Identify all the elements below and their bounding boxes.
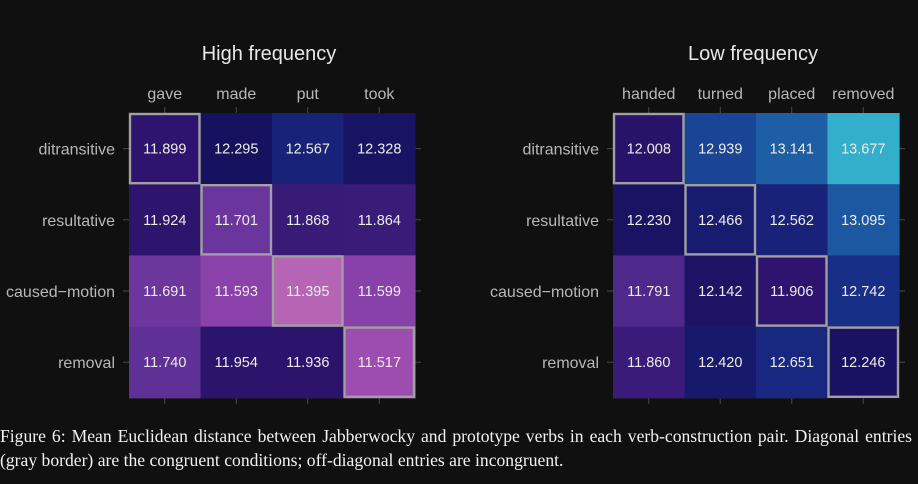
heatmap-cell: [129, 255, 202, 328]
cell-value-label: 11.701: [215, 213, 258, 229]
cell-value-label: 12.008: [627, 142, 671, 158]
heatmap-cell: [272, 255, 345, 328]
x-tick-label: gave: [147, 86, 182, 103]
y-tick-label: ditransitive: [39, 142, 116, 159]
heatmap-cell: [756, 255, 829, 328]
heatmap-cell: [613, 113, 686, 185]
cell-value-label: 11.791: [627, 284, 670, 300]
figure-panels: High frequency gave made put took ditransitiv…: [6, 43, 905, 404]
heatmap-cell: [200, 326, 273, 399]
cell-value-label: 11.599: [358, 284, 401, 300]
chart-title: High frequency: [202, 43, 337, 65]
x-tick-label: put: [297, 86, 320, 103]
heatmap-cell: [613, 326, 686, 399]
cell-value-label: 11.517: [358, 355, 401, 371]
cell-value-label: 12.420: [698, 355, 742, 371]
cell-value-label: 12.651: [770, 355, 814, 371]
heatmap-cell: [272, 184, 345, 256]
cell-value-label: 13.095: [841, 213, 885, 229]
heatmap-cell: [200, 255, 273, 328]
heatmap-cell: [684, 113, 757, 185]
heatmap-cell: [684, 326, 757, 399]
heatmap-cell: [756, 184, 829, 256]
chart-title: Low frequency: [688, 43, 818, 65]
heatmap-cell: [200, 184, 273, 256]
x-tick-label: took: [364, 86, 395, 103]
cell-value-label: 13.677: [841, 142, 885, 158]
cell-value-label: 12.142: [698, 284, 742, 300]
cell-value-label: 12.466: [698, 213, 742, 229]
heatmap-cell: [684, 255, 757, 328]
heatmap-cell: [272, 113, 345, 185]
diagonal-highlight: [200, 183, 273, 256]
cell-value-label: 12.230: [627, 213, 671, 229]
heatmap-cell: [613, 184, 686, 256]
heatmap-cell: [129, 184, 202, 256]
heatmap-cell: [129, 326, 202, 399]
heatmap-cell: [827, 113, 900, 185]
diagonal-highlight: [755, 255, 828, 327]
diagonal-highlight: [827, 326, 900, 399]
heatmap-cell: [343, 255, 416, 328]
x-tick-label: removed: [832, 86, 894, 103]
cell-value-label: 12.295: [214, 142, 258, 158]
diagonal-highlight: [612, 112, 685, 185]
y-tick-label: removal: [58, 355, 115, 372]
heatmap-cell: [343, 113, 416, 185]
x-tick-label: placed: [768, 86, 815, 103]
heatmap-cell: [129, 113, 202, 185]
heatmap-low-frequency: Low frequency handed turned placed removed di…: [490, 43, 905, 404]
heatmap-cell: [827, 255, 900, 328]
heatmap-cell: [684, 184, 757, 256]
cell-value-label: 12.939: [698, 142, 742, 158]
y-tick-label: ditransitive: [523, 142, 600, 159]
figure-caption: Figure 6: Mean Euclidean distance betwee…: [0, 426, 912, 470]
heatmap-cell: [756, 326, 829, 399]
cell-value-label: 11.899: [143, 142, 186, 158]
y-tick-label: caused−motion: [490, 284, 599, 301]
y-tick-label: resultative: [42, 213, 115, 230]
y-tick-label: resultative: [526, 213, 599, 230]
x-tick-label: made: [216, 86, 256, 103]
diagonal-highlight: [128, 112, 201, 185]
heatmap-cell: [827, 184, 900, 256]
heatmap-cell: [343, 326, 416, 399]
cell-value-label: 11.740: [143, 355, 186, 371]
cell-value-label: 11.593: [215, 284, 258, 300]
heatmap-cell: [200, 113, 273, 185]
heatmap-cell: [827, 326, 900, 399]
cell-value-label: 11.906: [770, 284, 813, 300]
y-tick-label: removal: [542, 355, 599, 372]
cell-value-label: 13.141: [770, 142, 814, 158]
cell-value-label: 12.328: [357, 142, 401, 158]
diagonal-highlight: [343, 326, 416, 399]
x-tick-label: turned: [698, 86, 743, 103]
cell-value-label: 11.868: [286, 213, 329, 229]
cell-value-label: 11.864: [358, 213, 401, 229]
heatmap-cell: [613, 255, 686, 328]
heatmap-cell: [272, 326, 345, 399]
y-tick-label: caused−motion: [6, 284, 115, 301]
x-tick-label: handed: [622, 86, 675, 103]
cell-value-label: 11.691: [143, 284, 186, 300]
diagonal-highlight: [271, 255, 344, 327]
heatmap-high-frequency: High frequency gave made put took ditransitiv…: [6, 43, 421, 404]
cell-value-label: 11.395: [286, 284, 329, 300]
heatmap-cell: [343, 184, 416, 256]
cell-value-label: 11.936: [286, 355, 329, 371]
heatmap-cell: [756, 113, 829, 185]
cell-value-label: 12.562: [770, 213, 814, 229]
cell-value-label: 12.567: [286, 142, 330, 158]
cell-value-label: 11.924: [143, 213, 186, 229]
cell-value-label: 11.954: [215, 355, 258, 371]
diagonal-highlight: [684, 183, 757, 256]
cell-value-label: 12.742: [841, 284, 885, 300]
cell-value-label: 11.860: [627, 355, 670, 371]
cell-value-label: 12.246: [841, 355, 885, 371]
